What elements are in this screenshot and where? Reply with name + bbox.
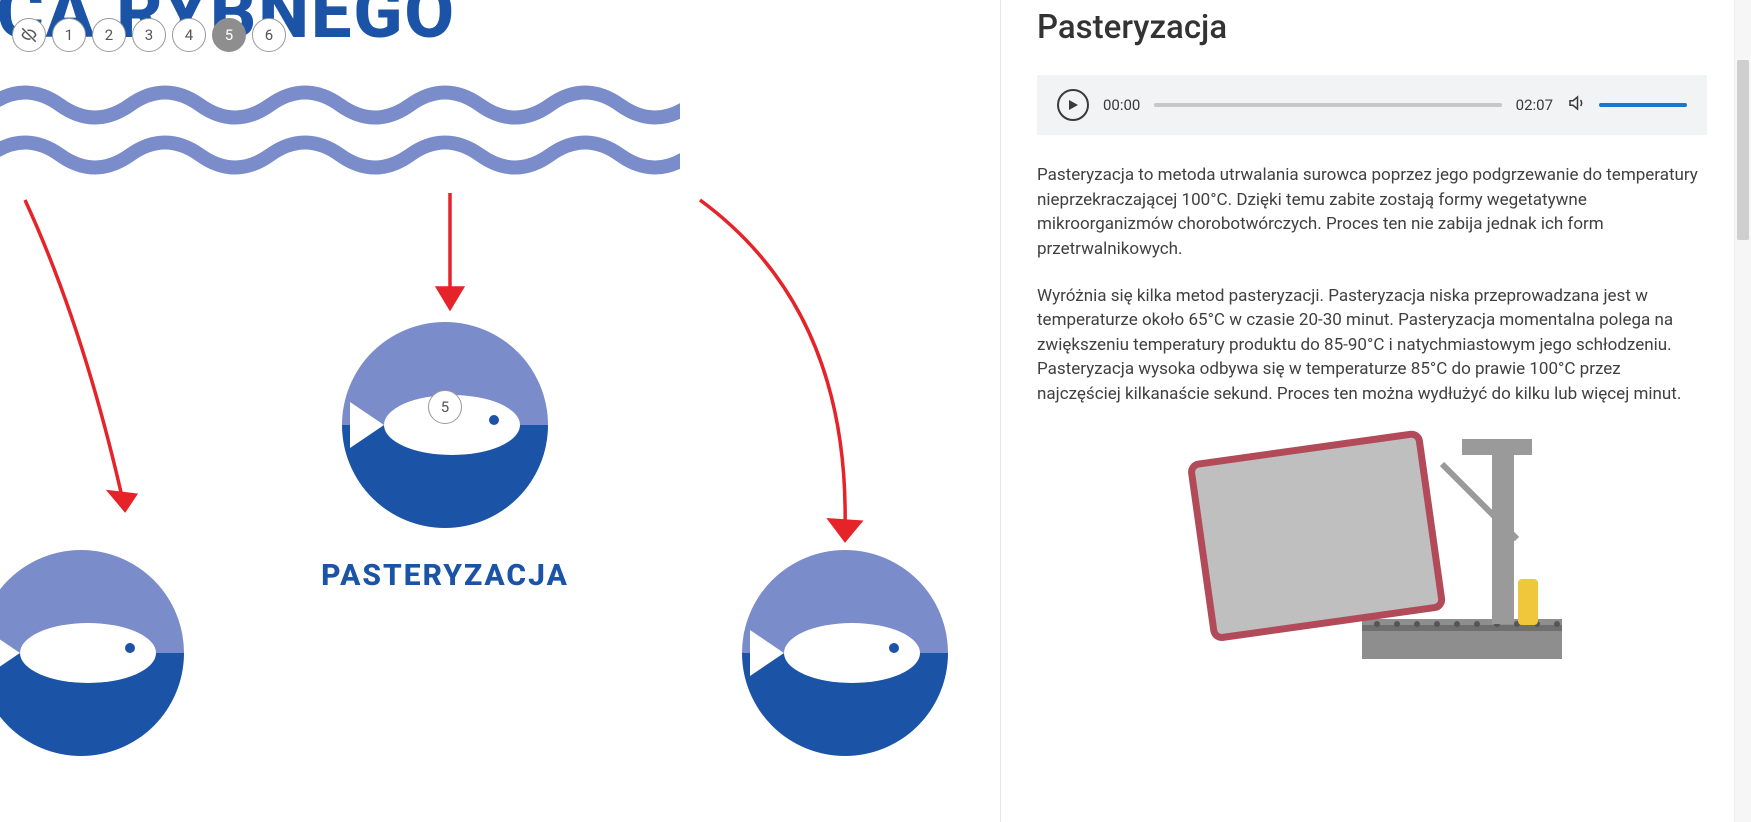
fish-node-left[interactable] bbox=[0, 550, 184, 756]
paragraph-1: Pasteryzacja to metoda utrwalania surowc… bbox=[1037, 163, 1707, 262]
fish-node-center[interactable]: 5 bbox=[342, 322, 548, 528]
step-badge-5[interactable]: 5 bbox=[428, 390, 462, 424]
play-button[interactable] bbox=[1057, 89, 1089, 121]
paragraph-2: Wyróżnia się kilka metod pasteryzacji. P… bbox=[1037, 284, 1707, 407]
audio-current-time: 00:00 bbox=[1103, 96, 1140, 114]
machine-illustration bbox=[1037, 429, 1707, 659]
infographic-canvas: OWCA RYBNEGO bbox=[0, 0, 980, 822]
audio-duration: 02:07 bbox=[1516, 96, 1553, 114]
audio-player: 00:00 02:07 bbox=[1037, 75, 1707, 135]
step-pill-2[interactable]: 2 bbox=[92, 18, 126, 52]
step-pill-1[interactable]: 1 bbox=[52, 18, 86, 52]
arrow-center-icon bbox=[420, 188, 480, 318]
step-pill-6[interactable]: 6 bbox=[252, 18, 286, 52]
content-panel: Pasteryzacja 00:00 02:07 Pasteryzacja to… bbox=[1000, 0, 1751, 822]
arrow-left-icon bbox=[0, 190, 175, 550]
arrow-right-icon bbox=[670, 190, 890, 560]
volume-icon[interactable] bbox=[1567, 94, 1585, 116]
volume-track[interactable] bbox=[1599, 103, 1687, 107]
step-pill-5[interactable]: 5 bbox=[212, 18, 246, 52]
infographic-area: 1 2 3 4 5 6 OWCA RYBNEGO bbox=[0, 0, 1000, 822]
fish-node-center-label: PASTERYZACJA bbox=[310, 558, 580, 593]
step-pill-4[interactable]: 4 bbox=[172, 18, 206, 52]
step-pill-3[interactable]: 3 bbox=[132, 18, 166, 52]
panel-body: Pasteryzacja to metoda utrwalania surowc… bbox=[1037, 163, 1707, 407]
panel-title: Pasteryzacja bbox=[1037, 8, 1707, 47]
audio-seek-track[interactable] bbox=[1154, 103, 1501, 107]
scrollbar[interactable] bbox=[1734, 0, 1751, 822]
visibility-toggle[interactable] bbox=[12, 18, 46, 52]
step-nav: 1 2 3 4 5 6 bbox=[12, 18, 286, 52]
water-waves-icon bbox=[0, 80, 680, 180]
scrollbar-thumb[interactable] bbox=[1737, 60, 1749, 240]
fish-node-right[interactable] bbox=[742, 550, 948, 756]
